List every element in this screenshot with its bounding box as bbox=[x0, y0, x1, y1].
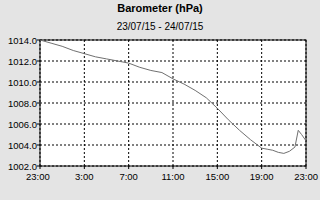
grid-line bbox=[128, 40, 129, 166]
y-tick-label: 1008.0 bbox=[8, 98, 37, 109]
line bbox=[40, 40, 306, 153]
title: Barometer (hPa) bbox=[117, 2, 203, 14]
x-tick-label: 23:00 bbox=[26, 171, 50, 182]
grid-line bbox=[217, 40, 218, 166]
plot-frame bbox=[40, 40, 306, 166]
background bbox=[0, 0, 320, 200]
y-tick-label: 1002.0 bbox=[8, 161, 37, 172]
grid-line bbox=[173, 40, 174, 166]
x-tick-label: 15:00 bbox=[205, 171, 229, 182]
plot-area bbox=[40, 40, 306, 166]
subtitle: 23/07/15 - 24/07/15 bbox=[117, 21, 204, 32]
grid-line bbox=[84, 40, 85, 166]
grid-line bbox=[261, 40, 262, 166]
y-tick-label: 1010.0 bbox=[8, 77, 37, 88]
y-tick-label: 1004.0 bbox=[8, 140, 37, 151]
y-tick-label: 1006.0 bbox=[8, 119, 37, 130]
series-group bbox=[40, 40, 306, 153]
x-tick-label: 11:00 bbox=[161, 171, 184, 182]
x-tick-label: 19:00 bbox=[250, 171, 274, 182]
x-tick-label: 3:00 bbox=[75, 171, 94, 182]
x-tick-label: 23:00 bbox=[294, 171, 318, 182]
x-tick-label: 7:00 bbox=[119, 171, 138, 182]
grid-line bbox=[40, 103, 306, 104]
y-tick-label: 1014.0 bbox=[8, 35, 37, 46]
y-tick-label: 1012.0 bbox=[8, 56, 37, 67]
chart: Barometer (hPa) 23/07/15 - 24/07/15 1002.0… bbox=[0, 0, 320, 200]
